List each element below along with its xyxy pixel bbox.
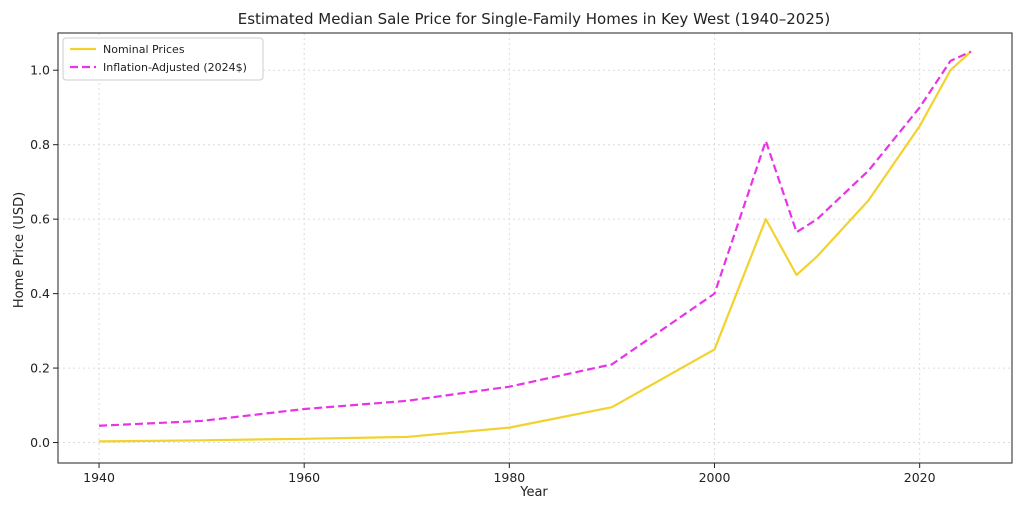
chart-title: Estimated Median Sale Price for Single-F… bbox=[238, 10, 831, 28]
series-line-inflation-adjusted bbox=[98, 50, 972, 427]
y-tick-label: 0.8 bbox=[30, 137, 50, 152]
x-axis-label: Year bbox=[519, 485, 548, 500]
legend-label: Nominal Prices bbox=[103, 43, 185, 56]
y-tick-label: 0.0 bbox=[30, 435, 50, 450]
x-axis-ticks: 1940 1960 1980 2000 2020 bbox=[83, 463, 936, 485]
y-tick-label: 1.0 bbox=[30, 63, 50, 78]
y-tick-label: 0.4 bbox=[30, 286, 50, 301]
legend-label: Inflation-Adjusted (2024$) bbox=[103, 61, 247, 74]
y-axis-label: Home Price (USD) bbox=[12, 192, 27, 308]
plot-frame bbox=[57, 32, 1013, 464]
x-tick-label: 1960 bbox=[288, 470, 320, 485]
x-tick-label: 1980 bbox=[493, 470, 525, 485]
legend-box bbox=[62, 37, 264, 81]
series-line-nominal bbox=[99, 50, 972, 443]
legend: Nominal Prices Inflation-Adjusted (2024$) bbox=[62, 37, 264, 81]
y-tick-label: 0.6 bbox=[30, 212, 50, 227]
y-axis-ticks: 0.0 0.2 0.4 0.6 0.8 1.0 bbox=[30, 63, 58, 450]
grid bbox=[58, 33, 1012, 463]
y-tick-label: 0.2 bbox=[30, 361, 50, 376]
x-tick-label: 1940 bbox=[83, 470, 115, 485]
x-tick-label: 2020 bbox=[904, 470, 936, 485]
series-lines bbox=[98, 50, 972, 443]
x-tick-label: 2000 bbox=[699, 470, 731, 485]
